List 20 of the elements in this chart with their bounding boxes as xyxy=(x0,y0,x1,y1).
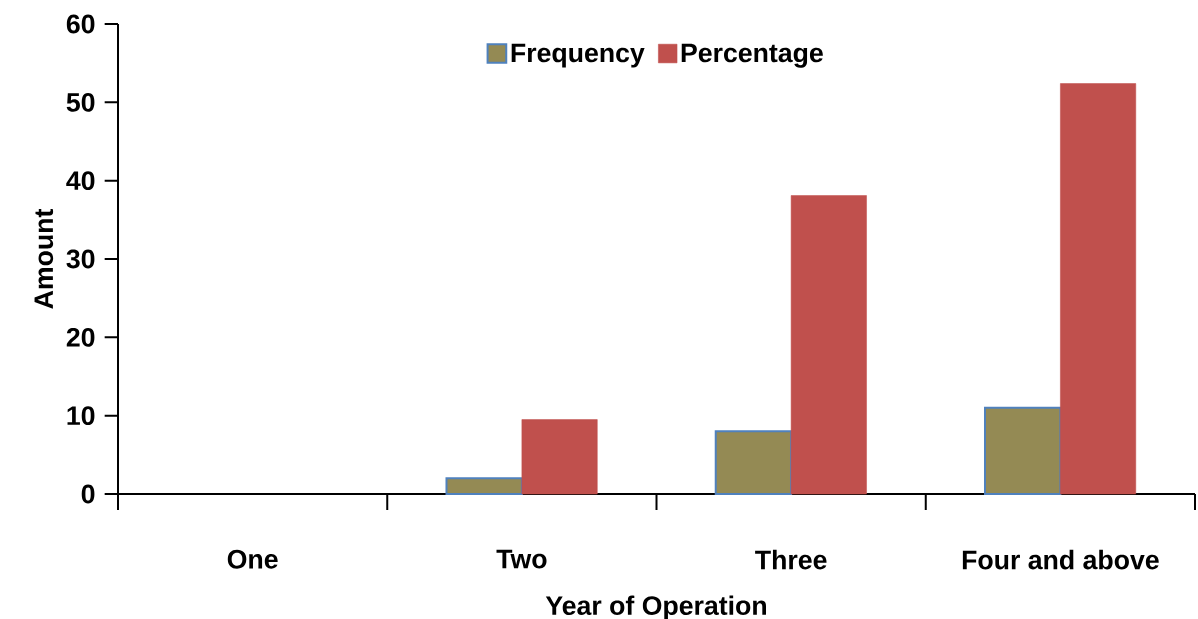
y-axis-title: Amount xyxy=(34,208,54,309)
y-tick-label: 10 xyxy=(67,406,95,426)
y-tick-label: 50 xyxy=(66,92,95,112)
x-tick-label: Two xyxy=(496,549,547,569)
y-tick-label: 60 xyxy=(66,14,95,34)
y-tick-label: 30 xyxy=(66,249,95,269)
x-tick-label: Four and above xyxy=(962,549,1159,570)
x-tick-label: Three xyxy=(755,549,827,570)
bar xyxy=(790,195,867,495)
y-tick-label: 0 xyxy=(81,484,95,504)
bar xyxy=(714,430,793,495)
bar xyxy=(983,406,1062,495)
bar xyxy=(1060,83,1137,495)
x-tick-label: One xyxy=(227,549,278,569)
bar xyxy=(521,419,598,495)
y-tick-label: 40 xyxy=(66,171,95,191)
legend-label: Percentage xyxy=(681,43,823,68)
legend-label: Frequency xyxy=(511,43,645,68)
y-tick-label: 20 xyxy=(66,327,95,347)
bar xyxy=(445,477,523,495)
